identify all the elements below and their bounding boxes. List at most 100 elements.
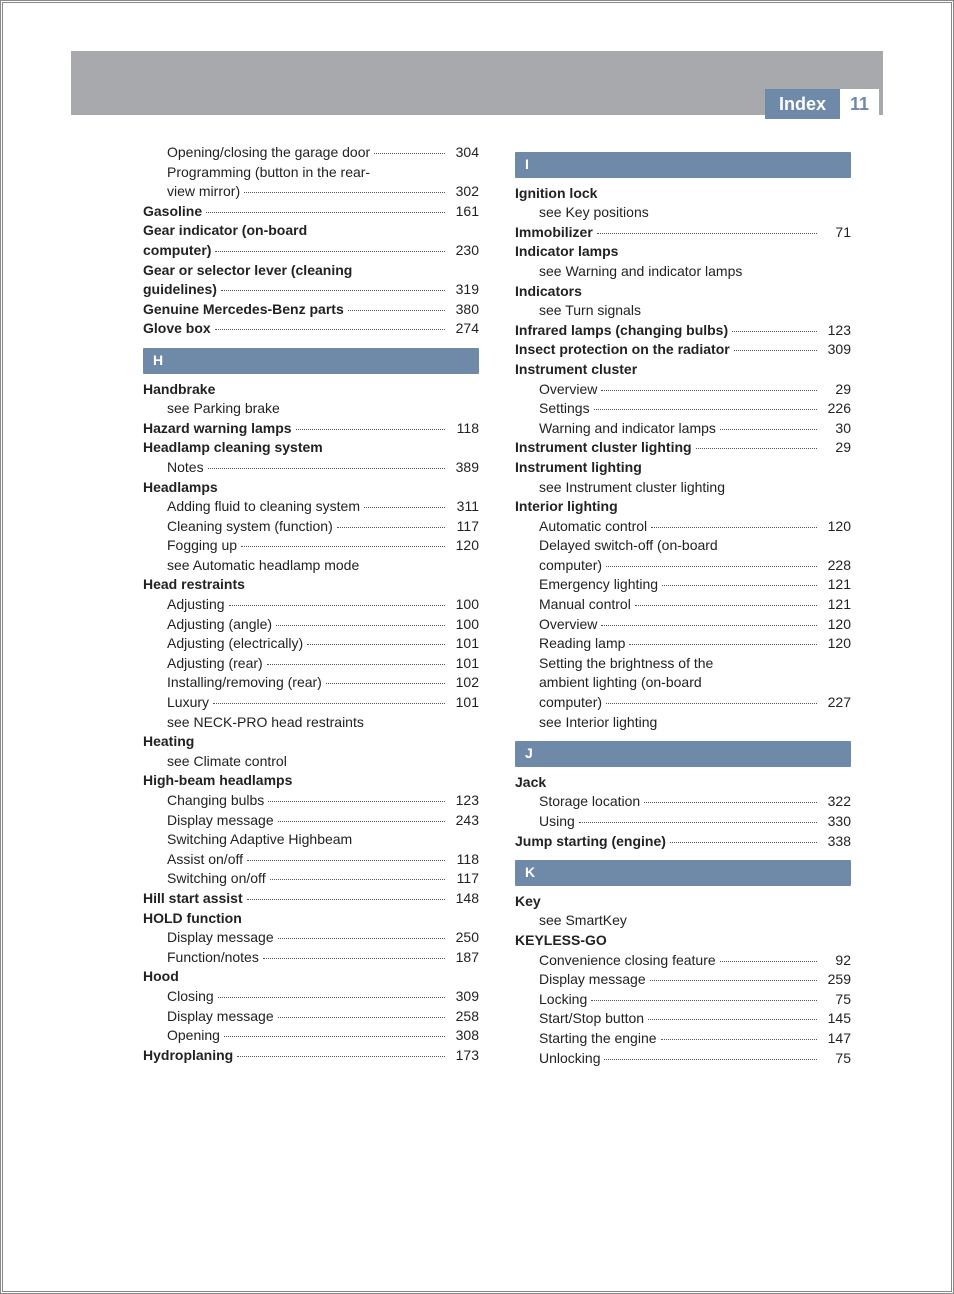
- index-entry: Headlamps: [143, 478, 479, 498]
- index-entry-page: 121: [821, 595, 851, 615]
- index-entry-label: Storage location: [539, 792, 640, 812]
- index-entry: Gear indicator (on-board: [143, 221, 479, 241]
- index-entry: Ignition lock: [515, 184, 851, 204]
- index-entry-label: Display message: [539, 970, 646, 990]
- index-entry: Switching Adaptive Highbeam: [143, 830, 479, 850]
- index-entry-page: 118: [449, 419, 479, 439]
- dot-leader: [597, 233, 817, 234]
- index-entry: Head restraints: [143, 575, 479, 595]
- index-entry-label: Gear indicator (on-board: [143, 221, 307, 241]
- index-entry-label: Gasoline: [143, 202, 202, 222]
- index-entry-label: Instrument cluster: [515, 360, 637, 380]
- index-entry-label: Setting the brightness of the: [539, 654, 713, 674]
- index-entry-page: 120: [449, 536, 479, 556]
- index-entry-label: Adjusting: [167, 595, 225, 615]
- dot-leader: [579, 822, 817, 823]
- index-entry: Hood: [143, 967, 479, 987]
- index-entry: Display message 259: [515, 970, 851, 990]
- index-entry-label: Delayed switch-off (on-board: [539, 536, 718, 556]
- index-entry-label: Adjusting (electrically): [167, 634, 303, 654]
- index-entry: Programming (button in the rear-: [143, 163, 479, 183]
- index-entry-label: Headlamp cleaning system: [143, 438, 323, 458]
- dot-leader: [263, 958, 445, 959]
- dot-leader: [337, 527, 445, 528]
- index-entry-page: 120: [821, 615, 851, 635]
- index-entry-label: Heating: [143, 732, 194, 752]
- index-entry-label: Hydroplaning: [143, 1046, 233, 1066]
- dot-leader: [635, 605, 817, 606]
- index-entry-page: 230: [449, 241, 479, 261]
- index-entry: see Interior lighting: [515, 713, 851, 733]
- index-entry-page: 148: [449, 889, 479, 909]
- index-entry-page: 117: [449, 517, 479, 537]
- index-entry-page: 250: [449, 928, 479, 948]
- index-entry-page: 117: [449, 869, 479, 889]
- index-entry: Notes389: [143, 458, 479, 478]
- index-entry-label: Overview: [539, 615, 597, 635]
- index-entry: Display message243: [143, 811, 479, 831]
- index-entry-page: 259: [821, 970, 851, 990]
- dot-leader: [606, 703, 817, 704]
- dot-leader: [364, 507, 445, 508]
- index-entry: Emergency lighting121: [515, 575, 851, 595]
- index-entry: Storage location 322: [515, 792, 851, 812]
- index-entry: see Warning and indicator lamps: [515, 262, 851, 282]
- index-entry: Adjusting (angle)100: [143, 615, 479, 635]
- index-entry-label: computer): [539, 556, 602, 576]
- index-entry-page: 123: [821, 321, 851, 341]
- index-entry: Instrument cluster: [515, 360, 851, 380]
- index-entry: see Climate control: [143, 752, 479, 772]
- index-entry-label: Luxury: [167, 693, 209, 713]
- dot-leader: [348, 310, 445, 311]
- index-entry: see Turn signals: [515, 301, 851, 321]
- dot-leader: [247, 899, 445, 900]
- index-entry-label: Instrument lighting: [515, 458, 642, 478]
- section-letter: I: [515, 152, 851, 178]
- index-entry-label: Unlocking: [539, 1049, 600, 1069]
- index-entry: computer)230: [143, 241, 479, 261]
- index-entry-page: 338: [821, 832, 851, 852]
- index-entry: Start/Stop button 145: [515, 1009, 851, 1029]
- index-entry: Adjusting (rear)101: [143, 654, 479, 674]
- index-entry-label: Start/Stop button: [539, 1009, 644, 1029]
- index-entry: see Key positions: [515, 203, 851, 223]
- index-entry-label: HOLD function: [143, 909, 242, 929]
- index-entry: Hydroplaning173: [143, 1046, 479, 1066]
- index-entry: Instrument cluster lighting29: [515, 438, 851, 458]
- index-entry-label: ambient lighting (on-board: [539, 673, 702, 693]
- index-entry: Assist on/off118: [143, 850, 479, 870]
- index-entry: Setting the brightness of the: [515, 654, 851, 674]
- dot-leader: [241, 546, 445, 547]
- page-frame: Index 11 Opening/closing the garage door…: [0, 0, 954, 1294]
- index-entry: HOLD function: [143, 909, 479, 929]
- index-entry-label: Indicators: [515, 282, 582, 302]
- index-entry: Cleaning system (function)117: [143, 517, 479, 537]
- dot-leader: [650, 980, 817, 981]
- section-letter: K: [515, 860, 851, 886]
- index-entry-page: 187: [449, 948, 479, 968]
- index-entry-label: Switching on/off: [167, 869, 266, 889]
- index-entry-page: 380: [449, 300, 479, 320]
- index-entry: view mirror)302: [143, 182, 479, 202]
- header-box: Index 11: [765, 89, 879, 119]
- index-entry: Gasoline161: [143, 202, 479, 222]
- index-entry-label: Emergency lighting: [539, 575, 658, 595]
- index-entry-page: 322: [821, 792, 851, 812]
- index-entry-page: 100: [449, 615, 479, 635]
- dot-leader: [229, 605, 445, 606]
- index-entry-page: 309: [449, 987, 479, 1007]
- index-entry-page: 145: [821, 1009, 851, 1029]
- index-entry-label: Convenience closing feature: [539, 951, 716, 971]
- index-entry-label: see Parking brake: [167, 399, 280, 419]
- dot-leader: [374, 153, 445, 154]
- index-entry-label: Warning and indicator lamps: [539, 419, 716, 439]
- index-entry: Gear or selector lever (cleaning: [143, 261, 479, 281]
- index-entry-label: Manual control: [539, 595, 631, 615]
- dot-leader: [604, 1059, 817, 1060]
- dot-leader: [215, 251, 445, 252]
- dot-leader: [206, 212, 445, 213]
- index-entry: Unlocking75: [515, 1049, 851, 1069]
- index-entry: guidelines)319: [143, 280, 479, 300]
- section-letter: J: [515, 741, 851, 767]
- index-entry-label: see SmartKey: [539, 911, 627, 931]
